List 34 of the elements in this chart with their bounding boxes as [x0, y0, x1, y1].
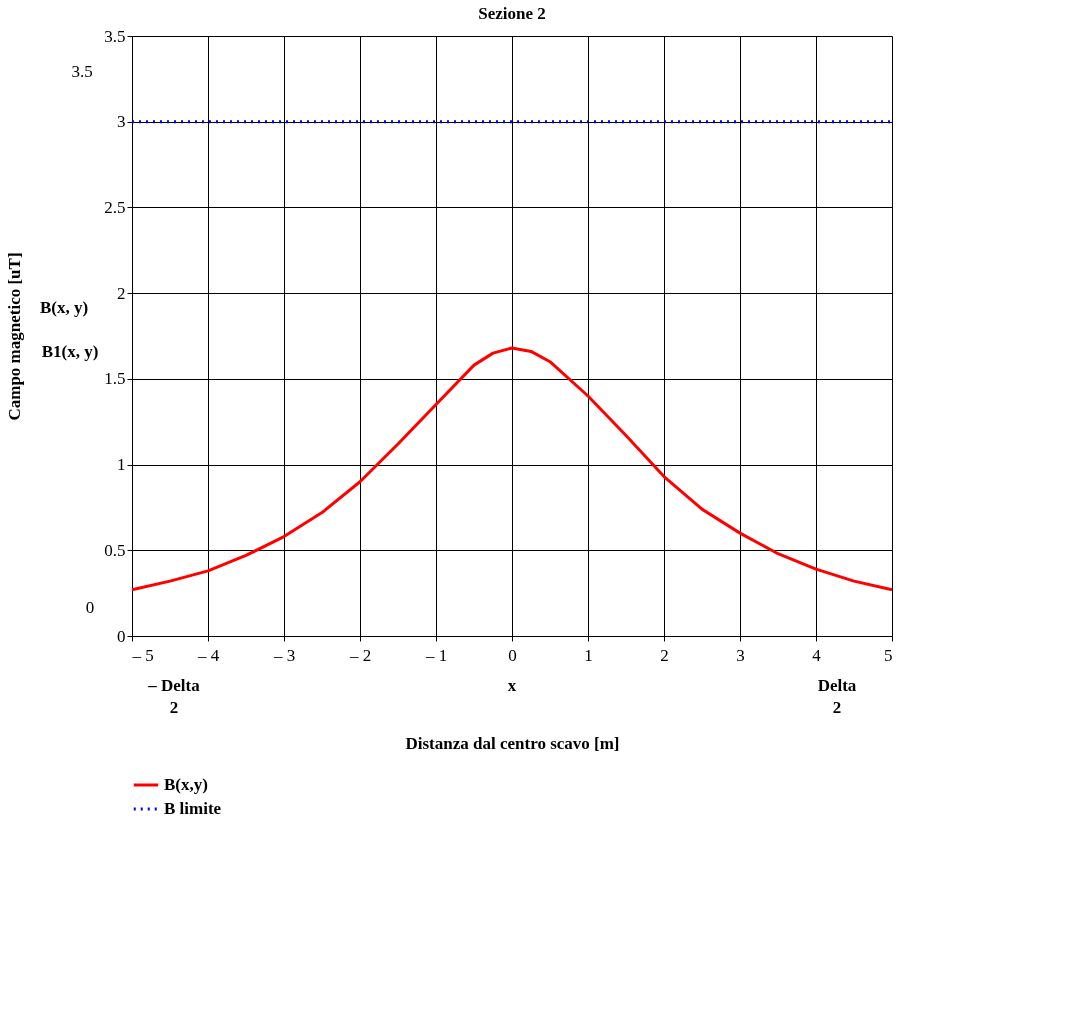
text: B(x, y): [39, 298, 89, 317]
x-tick-label: 2: [660, 645, 669, 665]
x-tick-label: – 4: [196, 645, 220, 665]
x-tick-label: 0: [508, 645, 517, 665]
x-tick-label: 3: [736, 645, 745, 665]
x-tick-label: – 2: [348, 645, 372, 665]
x-tick-label: – 3: [272, 645, 296, 665]
text: 0: [85, 598, 95, 617]
x-tick-label: – 5: [131, 645, 154, 665]
legend-label: B(x,y): [164, 775, 208, 794]
text: 2: [832, 698, 842, 717]
x-tick-label: – 1: [424, 645, 448, 665]
y-tick-label: 3: [117, 112, 126, 132]
y-tick-label: 0.5: [104, 540, 126, 560]
x-axis-title: Distanza dal centro scavo [m]: [405, 733, 620, 753]
text: B1(x, y): [41, 342, 99, 361]
legend-label: B limite: [164, 799, 222, 818]
y-tick-label: 3.5: [104, 26, 126, 46]
x-tick-label: 5: [884, 645, 893, 665]
y-tick-label: 0: [117, 626, 126, 646]
chart-title: Sezione 2: [478, 4, 546, 23]
text: – Delta: [147, 676, 201, 695]
x-tick-label: 1: [584, 645, 593, 665]
text: Delta: [817, 676, 857, 695]
y-tick-label: 1.5: [104, 369, 126, 389]
text: 2: [169, 698, 179, 717]
text: x: [507, 676, 517, 695]
y-tick-label: 1: [117, 455, 126, 475]
y-tick-label: 2: [117, 283, 126, 303]
text: 3.5: [71, 62, 93, 81]
y-tick-label: 2.5: [104, 197, 126, 217]
line-series: [130, 346, 894, 592]
x-tick-label: 4: [812, 645, 822, 665]
y-axis-title: Campo magnetico [uT]: [5, 252, 25, 421]
